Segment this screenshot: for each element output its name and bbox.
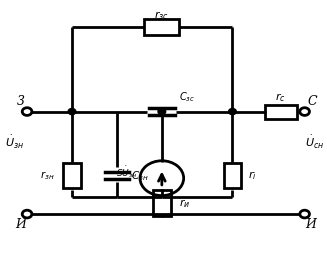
Text: $C_{зн}$: $C_{зн}$ bbox=[131, 169, 149, 183]
Circle shape bbox=[158, 109, 166, 115]
Text: И: И bbox=[15, 218, 26, 231]
Text: $\dot{U}_{зн}$: $\dot{U}_{зн}$ bbox=[5, 134, 24, 151]
FancyBboxPatch shape bbox=[224, 163, 241, 189]
Circle shape bbox=[300, 210, 309, 218]
Text: $\dot{U}_{сн}$: $\dot{U}_{сн}$ bbox=[305, 134, 324, 151]
Text: $r_{зс}$: $r_{зс}$ bbox=[154, 9, 169, 22]
Text: $S\dot{U}_{зн}$: $S\dot{U}_{зн}$ bbox=[116, 164, 138, 179]
Circle shape bbox=[229, 109, 236, 115]
Text: 3: 3 bbox=[17, 95, 25, 108]
Text: $r_с$: $r_с$ bbox=[275, 91, 286, 104]
Text: $r_i$: $r_i$ bbox=[249, 169, 257, 182]
Text: $r_и$: $r_и$ bbox=[180, 197, 191, 210]
FancyBboxPatch shape bbox=[63, 163, 81, 189]
Text: $C_{зс}$: $C_{зс}$ bbox=[180, 91, 196, 104]
FancyBboxPatch shape bbox=[144, 19, 180, 35]
Text: $r_{зн}$: $r_{зн}$ bbox=[40, 169, 54, 182]
Circle shape bbox=[68, 109, 76, 115]
Text: И: И bbox=[306, 218, 317, 231]
Text: С: С bbox=[308, 95, 318, 108]
FancyBboxPatch shape bbox=[265, 105, 297, 119]
FancyBboxPatch shape bbox=[153, 190, 171, 216]
Circle shape bbox=[300, 108, 309, 116]
Circle shape bbox=[22, 210, 32, 218]
Circle shape bbox=[22, 108, 32, 116]
